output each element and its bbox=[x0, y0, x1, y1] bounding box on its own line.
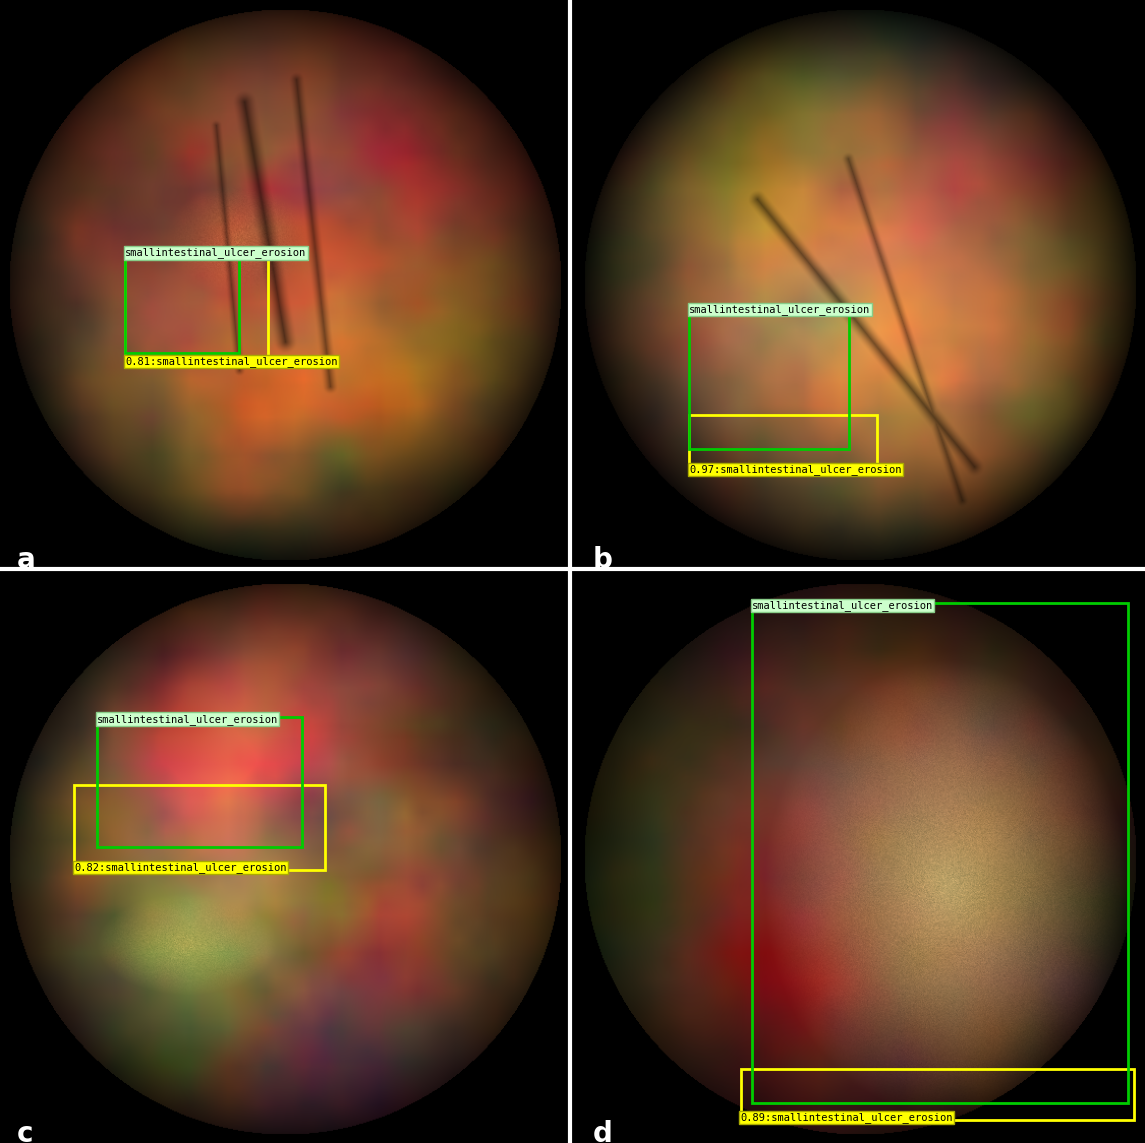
Text: smallintestinal_ulcer_erosion: smallintestinal_ulcer_erosion bbox=[689, 304, 870, 315]
Bar bbox=[125, 256, 268, 363]
Bar bbox=[752, 602, 1128, 1103]
Text: smallintestinal_ulcer_erosion: smallintestinal_ulcer_erosion bbox=[752, 600, 933, 610]
Text: smallintestinal_ulcer_erosion: smallintestinal_ulcer_erosion bbox=[97, 713, 278, 725]
Text: 0.97:smallintestinal_ulcer_erosion: 0.97:smallintestinal_ulcer_erosion bbox=[689, 464, 902, 474]
Text: a: a bbox=[17, 546, 35, 574]
Text: d: d bbox=[592, 1120, 613, 1143]
Bar bbox=[74, 785, 325, 870]
Bar bbox=[741, 1069, 1134, 1120]
Bar bbox=[97, 717, 302, 847]
Text: 0.81:smallintestinal_ulcer_erosion: 0.81:smallintestinal_ulcer_erosion bbox=[125, 355, 338, 367]
Bar bbox=[125, 250, 239, 352]
Text: c: c bbox=[17, 1120, 33, 1143]
Text: 0.82:smallintestinal_ulcer_erosion: 0.82:smallintestinal_ulcer_erosion bbox=[74, 862, 286, 873]
Text: b: b bbox=[592, 546, 613, 574]
Text: smallintestinal_ulcer_erosion: smallintestinal_ulcer_erosion bbox=[125, 247, 307, 258]
Bar bbox=[689, 415, 877, 472]
Text: 0.89:smallintestinal_ulcer_erosion: 0.89:smallintestinal_ulcer_erosion bbox=[741, 1112, 953, 1124]
Bar bbox=[689, 307, 848, 449]
